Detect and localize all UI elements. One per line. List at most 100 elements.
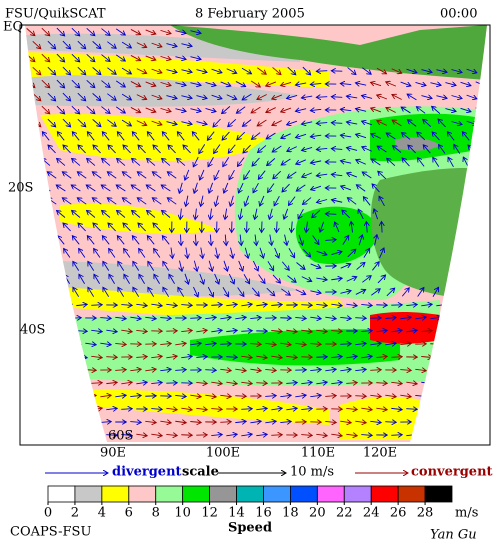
- wind-vector: [346, 96, 358, 98]
- wind-vector: [100, 343, 111, 345]
- wind-vector: [331, 97, 343, 98]
- wind-vector: [87, 236, 95, 245]
- wind-vector: [46, 356, 57, 357]
- wind-vector: [340, 161, 352, 163]
- wind-vector: [28, 287, 35, 297]
- wind-vector: [77, 40, 86, 49]
- wind-vector: [100, 395, 111, 397]
- wind-vector: [31, 434, 42, 435]
- wind-vector: [160, 421, 171, 423]
- wind-vector: [153, 223, 161, 232]
- wind-vector: [241, 331, 252, 332]
- wind-vector: [181, 70, 192, 73]
- wind-vector: [25, 317, 36, 319]
- wind-vector: [245, 195, 250, 206]
- wind-vector: [379, 196, 385, 207]
- lon-label: 110E: [301, 446, 335, 461]
- wind-vector: [340, 135, 352, 137]
- wind-vector: [430, 421, 441, 422]
- wind-vector: [213, 118, 221, 127]
- wind-vector: [185, 273, 189, 284]
- wind-vector: [391, 382, 402, 383]
- footer-left: COAPS-FSU: [10, 525, 91, 540]
- wind-vector: [325, 317, 336, 319]
- wind-vector: [235, 317, 246, 319]
- wind-vector: [185, 169, 190, 180]
- wind-vector: [76, 408, 87, 410]
- wind-vector: [25, 395, 36, 397]
- wind-vector: [282, 183, 290, 192]
- wind-vector: [406, 382, 417, 384]
- wind-vector: [32, 172, 42, 179]
- wind-vector: [210, 234, 211, 246]
- wind-vector: [301, 147, 313, 150]
- wind-vector: [92, 67, 101, 74]
- wind-vector: [362, 276, 371, 283]
- wind-vector: [196, 357, 207, 358]
- wind-vector: [195, 208, 196, 220]
- wind-vector: [252, 157, 260, 166]
- wind-vector: [280, 421, 291, 422]
- wind-vector: [147, 210, 156, 218]
- wind-vector: [71, 79, 80, 88]
- wind-vector: [381, 222, 382, 233]
- wind-vector: [171, 247, 173, 259]
- wind-vector: [346, 148, 358, 151]
- wind-vector: [166, 304, 177, 305]
- wind-vector: [132, 236, 140, 245]
- wind-vector: [166, 356, 177, 358]
- header-left: FSU/QuikSCAT: [5, 7, 106, 22]
- wind-vector: [325, 240, 336, 241]
- wind-vector: [145, 107, 156, 112]
- wind-vector: [220, 344, 231, 345]
- wind-vector: [347, 67, 356, 74]
- wind-vector: [447, 287, 453, 298]
- wind-vector: [258, 170, 266, 180]
- wind-vector: [250, 344, 261, 345]
- wind-vector: [235, 421, 246, 422]
- wind-vector: [121, 93, 131, 100]
- wind-vector: [316, 199, 328, 202]
- lon-label: 100E: [206, 446, 240, 461]
- wind-vector: [386, 82, 397, 87]
- wind-vector: [361, 356, 372, 358]
- wind-vector: [132, 158, 141, 166]
- wind-vector: [310, 344, 321, 345]
- wind-vector: [211, 382, 222, 384]
- wind-vector: [475, 318, 486, 319]
- wind-vector: [386, 133, 396, 140]
- wind-vector: [466, 356, 477, 357]
- wind-vector: [287, 171, 297, 178]
- wind-vector: [41, 53, 50, 62]
- colorbar-tick-label: 0: [44, 506, 52, 521]
- wind-vector: [72, 132, 80, 141]
- wind-vector: [243, 274, 250, 283]
- wind-vector: [226, 330, 237, 331]
- wind-vector: [40, 395, 51, 396]
- wind-vector: [255, 208, 257, 220]
- wind-vector: [121, 41, 131, 48]
- wind-vector: [56, 185, 66, 192]
- wind-vector: [432, 106, 441, 114]
- header-date: 8 February 2005: [195, 7, 305, 22]
- wind-vector: [103, 261, 110, 271]
- colorbar-title: Speed: [228, 521, 272, 536]
- wind-vector: [133, 261, 140, 271]
- wind-vector: [346, 408, 357, 409]
- wind-vector: [196, 122, 207, 125]
- wind-vector: [340, 109, 352, 110]
- wind-vector: [211, 69, 222, 73]
- wind-vector: [331, 200, 343, 203]
- colorbar-tick-label: 8: [152, 506, 160, 521]
- wind-vector: [316, 148, 328, 149]
- wind-vector: [421, 70, 432, 73]
- wind-vector: [392, 95, 402, 100]
- wind-vector: [175, 421, 186, 422]
- wind-vector: [214, 273, 219, 284]
- wind-vector: [121, 305, 132, 306]
- wind-vector: [401, 107, 411, 114]
- wind-vector: [181, 122, 192, 125]
- wind-vector: [160, 369, 171, 370]
- wind-vector: [316, 330, 327, 331]
- wind-vector: [220, 317, 231, 319]
